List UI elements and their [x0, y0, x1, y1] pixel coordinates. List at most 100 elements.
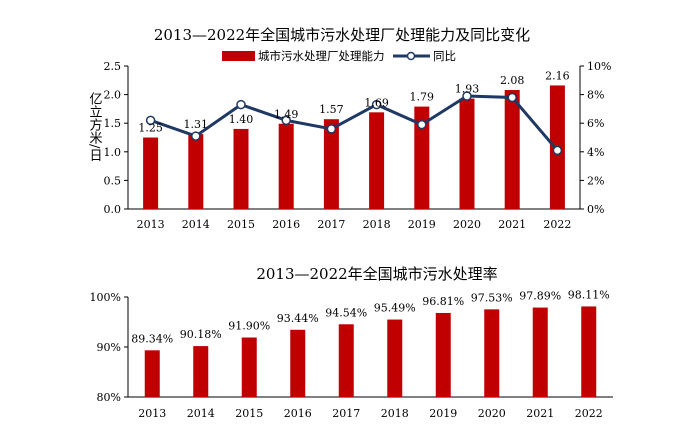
treatment-rate-bar-label: 95.49%	[374, 302, 416, 315]
treatment-rate-bar-label: 96.81%	[422, 295, 464, 308]
treatment-rate-bar	[581, 306, 597, 397]
x-tick-label: 2020	[478, 407, 506, 420]
yoy-point	[507, 92, 517, 103]
capacity-bar	[143, 137, 159, 209]
x-tick-label: 2015	[227, 218, 255, 231]
right-tick-label: 6%	[587, 117, 604, 130]
capacity-bar-label: 1.69	[364, 96, 389, 109]
left-tick-label: 0.0	[104, 203, 122, 216]
treatment-rate-bar	[290, 329, 306, 397]
capacity-chart-axes: 0.0 0.5 1.0 1.5 2.0 2.5 0% 2% 4% 6% 8% 10% 2013 2014 2…	[104, 60, 612, 231]
x-tick-label: 2016	[284, 407, 312, 420]
treatment-rate-bar	[435, 312, 451, 397]
capacity-bar-label: 1.57	[319, 103, 344, 116]
x-tick-label: 2015	[235, 407, 263, 420]
x-tick-label: 2022	[575, 407, 603, 420]
x-tick-label: 2021	[498, 218, 526, 231]
yoy-point	[552, 145, 563, 156]
right-tick-label: 0%	[587, 203, 604, 216]
yoy-point	[281, 115, 291, 126]
right-tick-label: 2%	[587, 174, 604, 187]
treatment-rate-bar	[193, 346, 209, 397]
capacity-bar	[233, 128, 249, 209]
left-tick-label: 1.0	[104, 146, 122, 159]
legend-line-marker	[406, 51, 416, 61]
x-tick-label: 2021	[526, 407, 554, 420]
capacity-bar-label: 1.49	[274, 108, 299, 121]
left-tick-label: 2.5	[104, 60, 122, 73]
yoy-point	[371, 99, 382, 110]
capacity-bar-label: 2.16	[545, 69, 570, 82]
y-tick-label: 100%	[90, 291, 121, 304]
yoy-point	[236, 99, 246, 110]
treatment-rate-bar-label: 89.34%	[131, 332, 173, 345]
x-tick-label: 2016	[272, 218, 300, 231]
treatment-rate-bar	[484, 309, 500, 397]
treatment-rate-bar-label: 97.53%	[471, 291, 513, 304]
yoy-point	[326, 124, 337, 134]
x-tick-label: 2014	[182, 218, 210, 231]
treatment-rate-bar-label: 90.18%	[180, 328, 222, 341]
treatment-rate-bar-labels: 89.34% 90.18% 91.90% 93.44% 94.54% 95.49% 96.8…	[131, 288, 609, 345]
treatment-rate-chart: 2013—2022年全国城市污水处理率 80% 90% 100% 2013 2014 20…	[90, 265, 613, 420]
treatment-rate-chart-axes: 80% 90% 100% 2013 2014 2015 2016 2017 2018 2019 20…	[90, 291, 613, 420]
x-tick-label: 2019	[429, 407, 457, 420]
capacity-bar-label: 1.93	[455, 83, 480, 96]
capacity-bar	[278, 123, 294, 209]
capacity-chart: 2013—2022年全国城市污水处理厂处理能力及同比变化 城市污水处理厂处理能力…	[87, 26, 612, 231]
capacity-bars	[143, 85, 565, 209]
legend-line-label: 同比	[433, 49, 456, 63]
treatment-rate-bar	[532, 307, 548, 397]
x-tick-label: 2014	[187, 407, 215, 420]
y-tick-label: 90%	[97, 341, 121, 354]
x-tick-label: 2020	[453, 218, 481, 231]
left-tick-label: 0.5	[104, 174, 122, 187]
yoy-point	[145, 115, 156, 126]
left-tick-label: 1.5	[104, 117, 122, 130]
capacity-bar	[414, 106, 430, 209]
left-tick-label: 2.0	[104, 89, 122, 102]
capacity-bar-label: 1.31	[184, 118, 209, 131]
legend-bar-swatch	[222, 51, 255, 61]
treatment-rate-bar	[144, 350, 160, 397]
capacity-bar	[323, 119, 339, 209]
capacity-bar-labels: 1.25 1.31 1.40 1.49 1.57 1.69 1.79 1.93 2.08 2.16	[138, 69, 569, 134]
capacity-chart-title: 2013—2022年全国城市污水处理厂处理能力及同比变化	[154, 26, 530, 44]
treatment-rate-bar	[387, 319, 403, 397]
treatment-rate-bar-label: 97.89%	[519, 290, 561, 303]
capacity-bar	[459, 98, 475, 209]
treatment-rate-bar-label: 94.54%	[325, 306, 367, 319]
x-tick-label: 2018	[363, 218, 391, 231]
x-tick-label: 2018	[381, 407, 409, 420]
capacity-bar-label: 1.40	[229, 113, 254, 126]
capacity-bar	[369, 112, 385, 209]
capacity-bar-label: 1.25	[138, 122, 163, 135]
x-tick-label: 2017	[332, 407, 360, 420]
right-tick-label: 10%	[587, 60, 611, 73]
treatment-rate-bar-label: 91.90%	[228, 320, 270, 333]
capacity-bar	[504, 90, 520, 209]
treatment-rate-bars	[144, 306, 597, 397]
legend-bar-label: 城市污水处理厂处理能力	[258, 49, 385, 63]
x-tick-label: 2013	[138, 407, 166, 420]
capacity-bar-label: 2.08	[500, 74, 525, 87]
y-tick-label: 80%	[97, 391, 121, 404]
treatment-rate-bar	[241, 337, 257, 397]
capacity-chart-legend: 城市污水处理厂处理能力 同比	[222, 49, 456, 63]
capacity-bar	[188, 134, 204, 209]
treatment-rate-bar-label: 98.11%	[568, 288, 610, 301]
yoy-line	[145, 91, 563, 156]
capacity-chart-y-axis-label: 亿立方米/日	[87, 92, 103, 162]
x-tick-label: 2019	[408, 218, 436, 231]
capacity-bar-label: 1.79	[410, 91, 435, 104]
yoy-point	[191, 131, 201, 141]
right-tick-label: 4%	[587, 146, 604, 159]
treatment-rate-chart-title: 2013—2022年全国城市污水处理率	[256, 265, 497, 283]
x-tick-label: 2013	[137, 218, 165, 231]
yoy-point	[462, 91, 472, 101]
yoy-series-line	[150, 94, 559, 152]
x-tick-label: 2017	[317, 218, 345, 231]
yoy-point	[417, 119, 427, 130]
right-tick-label: 8%	[587, 89, 604, 102]
